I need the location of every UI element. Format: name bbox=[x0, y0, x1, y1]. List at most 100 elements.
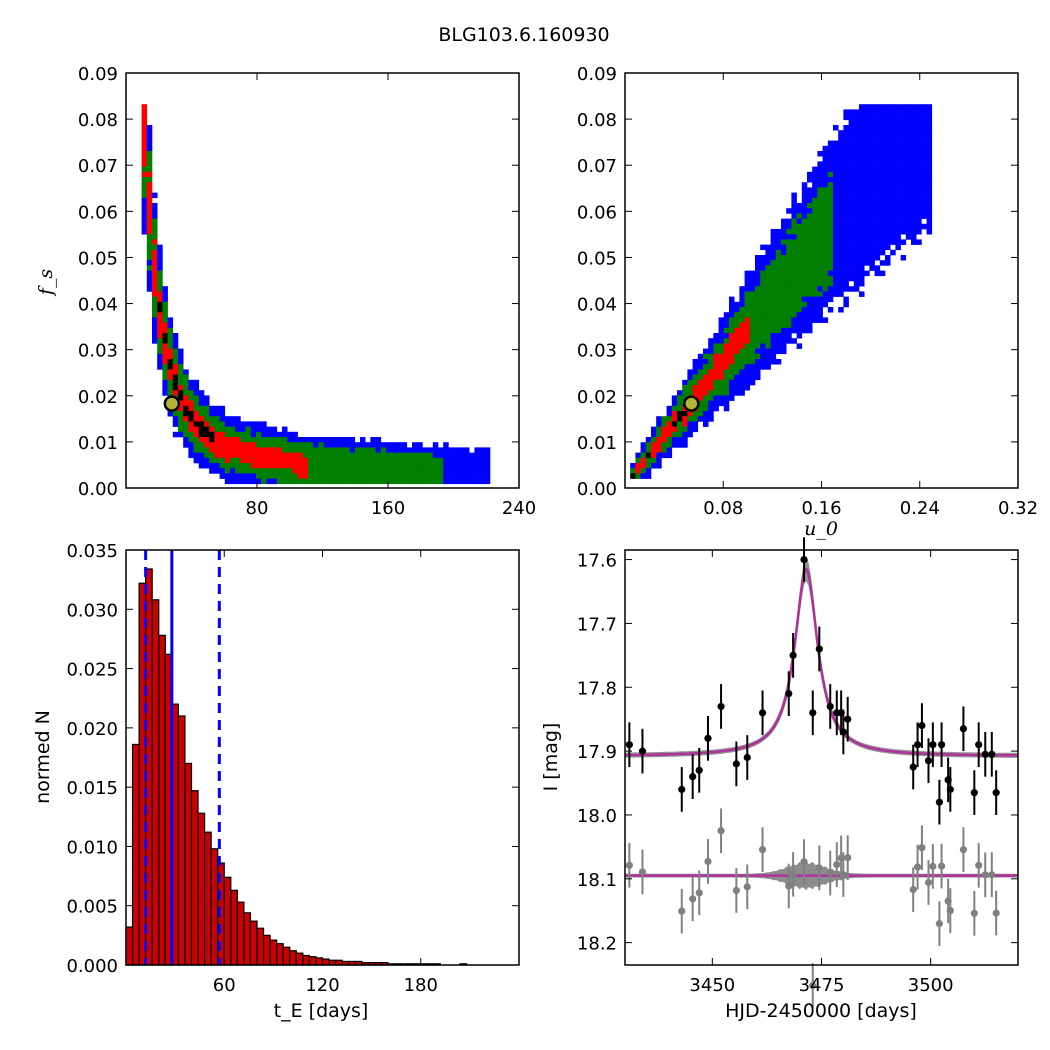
density-cell bbox=[755, 265, 761, 271]
density-cell bbox=[827, 161, 834, 167]
density-cell bbox=[697, 405, 704, 412]
density-cell bbox=[344, 437, 350, 443]
density-cell bbox=[713, 338, 719, 344]
histogram-bar bbox=[243, 912, 252, 966]
density-cell bbox=[838, 249, 844, 256]
density-cell bbox=[661, 437, 667, 443]
density-cell bbox=[406, 452, 413, 459]
density-cell bbox=[916, 166, 922, 173]
density-cell bbox=[302, 463, 309, 469]
density-cell bbox=[921, 192, 927, 199]
density-cell bbox=[230, 478, 236, 485]
density-cell bbox=[801, 322, 808, 329]
histogram-bar bbox=[145, 568, 153, 966]
density-cell bbox=[817, 244, 823, 251]
density-cell bbox=[796, 213, 803, 219]
density-cell bbox=[671, 405, 678, 412]
density-cell bbox=[770, 291, 777, 297]
density-cell bbox=[287, 473, 293, 479]
density-cell bbox=[770, 333, 777, 339]
panel-light-curve: 3450 3475 350017.617.717.817.918.018.118.2… bbox=[540, 537, 1019, 1022]
residual-point bbox=[918, 844, 926, 852]
density-cell bbox=[770, 286, 777, 292]
density-cell bbox=[843, 135, 849, 141]
density-cell bbox=[214, 416, 220, 422]
density-cell bbox=[817, 265, 823, 271]
histogram-bar bbox=[262, 934, 271, 966]
density-cell bbox=[838, 140, 844, 147]
density-cell bbox=[827, 208, 834, 214]
density-cell bbox=[848, 135, 855, 141]
density-cell bbox=[682, 395, 688, 401]
density-cell bbox=[801, 307, 808, 313]
density-cell bbox=[838, 130, 844, 136]
density-cell bbox=[318, 473, 324, 479]
density-cell bbox=[162, 359, 168, 365]
density-cell bbox=[386, 468, 392, 474]
density-cell bbox=[905, 229, 912, 235]
density-cell bbox=[744, 307, 751, 313]
density-cell bbox=[396, 468, 402, 474]
density-cell bbox=[313, 463, 319, 469]
density-cell bbox=[853, 109, 860, 115]
density-cell bbox=[864, 255, 870, 261]
density-cell bbox=[770, 265, 777, 271]
density-cell bbox=[755, 327, 761, 334]
density-cell bbox=[209, 421, 215, 427]
density-cell bbox=[801, 187, 808, 193]
density-cell bbox=[739, 296, 745, 303]
density-cell bbox=[869, 145, 875, 152]
density-cell bbox=[775, 348, 782, 355]
density-cell bbox=[718, 385, 725, 391]
density-cell bbox=[926, 114, 933, 121]
density-cell bbox=[864, 135, 870, 141]
density-cell bbox=[723, 317, 730, 323]
density-cell bbox=[822, 234, 829, 240]
density-cell bbox=[885, 213, 891, 219]
density-cell bbox=[276, 463, 283, 469]
density-cell bbox=[167, 317, 174, 323]
density-cell bbox=[354, 463, 361, 469]
density-cell bbox=[183, 437, 189, 443]
density-cell bbox=[775, 244, 782, 251]
density-cell bbox=[349, 452, 356, 459]
density-cell bbox=[900, 119, 907, 126]
density-cell bbox=[838, 270, 844, 277]
density-cell bbox=[744, 275, 751, 282]
density-cell bbox=[422, 478, 428, 485]
density-cell bbox=[193, 452, 200, 459]
density-cell bbox=[443, 468, 449, 474]
density-cell bbox=[640, 468, 647, 474]
density-cell bbox=[464, 478, 470, 485]
density-cell bbox=[162, 348, 168, 355]
density-cell bbox=[739, 327, 745, 334]
density-cell bbox=[250, 473, 257, 479]
density-cell bbox=[874, 218, 881, 225]
density-cell bbox=[141, 192, 148, 199]
density-cell bbox=[869, 171, 875, 178]
density-cell bbox=[271, 452, 278, 459]
x-tick-label: 80 bbox=[246, 498, 269, 519]
density-cell bbox=[349, 447, 356, 453]
residual-point bbox=[678, 907, 686, 915]
density-cell bbox=[890, 192, 896, 199]
density-cell bbox=[219, 457, 226, 464]
density-cell bbox=[172, 364, 179, 370]
density-cell bbox=[827, 249, 834, 256]
density-cell bbox=[349, 463, 356, 469]
density-cell bbox=[708, 369, 714, 375]
density-cell bbox=[812, 213, 818, 219]
density-cell bbox=[692, 426, 699, 433]
density-cell bbox=[235, 431, 241, 438]
density-cell bbox=[817, 203, 823, 209]
density-cell bbox=[926, 177, 933, 183]
density-cell bbox=[879, 229, 886, 235]
density-cell bbox=[869, 125, 875, 131]
density-cell bbox=[328, 457, 335, 464]
density-cell bbox=[791, 275, 797, 282]
density-cell bbox=[458, 468, 465, 474]
density-cell bbox=[848, 125, 855, 131]
density-cell bbox=[391, 463, 397, 469]
density-cell bbox=[313, 468, 319, 474]
density-cell bbox=[146, 203, 153, 209]
